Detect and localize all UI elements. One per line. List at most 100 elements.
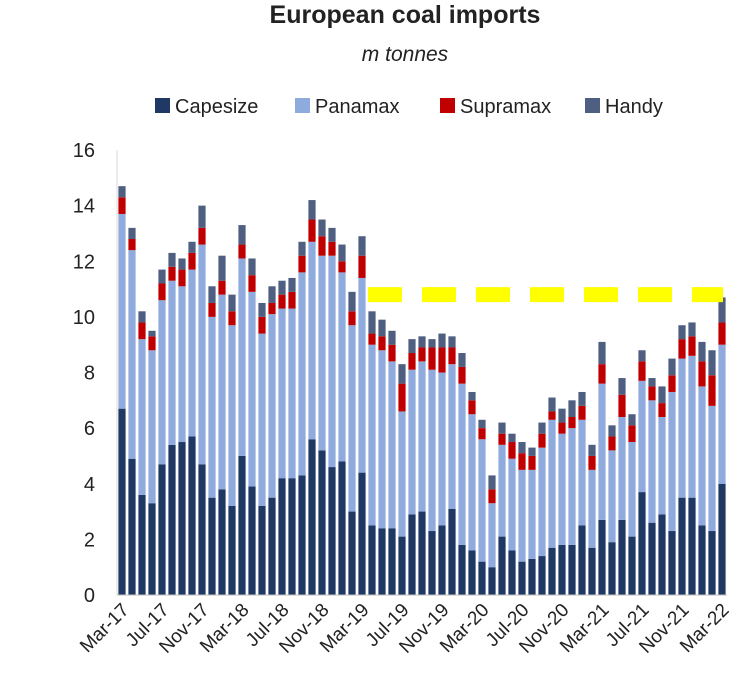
bar-stack-Dec-18: [328, 227, 336, 595]
bar-supramax: [688, 336, 696, 356]
bar-supramax: [278, 294, 286, 309]
bar-capesize: [528, 558, 536, 595]
bar-capesize: [628, 536, 636, 595]
bar-panamax: [128, 250, 136, 459]
bar-panamax: [178, 286, 186, 443]
bar-stack-Feb-19: [348, 291, 356, 595]
bar-handy: [498, 422, 506, 434]
bar-stack-Nov-19: [438, 333, 446, 595]
bar-capesize: [588, 547, 596, 595]
chart-title: European coal imports: [270, 1, 541, 29]
bar-supramax: [228, 311, 236, 326]
bar-stack-Mar-22: [718, 297, 726, 595]
bar-capesize: [178, 442, 186, 595]
bar-supramax: [398, 383, 406, 412]
bar-capesize: [208, 497, 216, 595]
y-tick-label: 6: [84, 418, 95, 440]
bar-supramax: [178, 269, 186, 287]
bar-capesize: [658, 514, 666, 595]
bar-panamax: [258, 333, 266, 506]
bar-handy: [398, 364, 406, 384]
bar-panamax: [198, 244, 206, 465]
bar-panamax: [498, 444, 506, 537]
bar-handy: [128, 227, 136, 239]
bar-supramax: [608, 436, 616, 451]
bar-supramax: [238, 244, 246, 259]
bar-panamax: [558, 433, 566, 545]
bar-capesize: [548, 547, 556, 595]
bar-stack-Apr-20: [488, 475, 496, 595]
bar-supramax: [478, 428, 486, 440]
bar-panamax: [698, 386, 706, 526]
bar-capesize: [258, 506, 266, 595]
bar-supramax: [658, 403, 666, 417]
bar-supramax: [428, 347, 436, 370]
legend: Capesize Panamax Supramax Handy: [155, 96, 663, 118]
bar-stack-Oct-18: [308, 200, 316, 595]
bar-handy: [618, 378, 626, 395]
bar-handy: [578, 391, 586, 406]
y-tick-label: 8: [84, 363, 95, 385]
bar-handy: [658, 386, 666, 404]
bar-stack-Jun-18: [268, 286, 276, 595]
bar-supramax: [298, 255, 306, 273]
bar-panamax: [358, 277, 366, 473]
bar-supramax: [378, 336, 386, 351]
legend-label-supramax: Supramax: [460, 96, 551, 118]
bar-stack-May-19: [378, 319, 386, 595]
bar-capesize: [288, 478, 296, 595]
bar-stack-Feb-22: [708, 350, 716, 595]
bar-supramax: [638, 361, 646, 381]
bar-stack-Apr-17: [128, 227, 136, 595]
bar-supramax: [508, 442, 516, 459]
bar-supramax: [588, 455, 596, 470]
bar-handy: [138, 311, 146, 323]
bar-handy: [368, 311, 376, 334]
bar-panamax: [278, 308, 286, 479]
bar-stack-Dec-19: [448, 336, 456, 595]
bar-supramax: [288, 291, 296, 309]
bar-panamax: [458, 383, 466, 545]
bar-capesize: [488, 567, 496, 595]
bar-supramax: [438, 347, 446, 373]
bar-capesize: [478, 561, 486, 596]
bar-panamax: [648, 400, 656, 523]
bar-panamax: [668, 391, 676, 532]
bar-capesize: [338, 461, 346, 595]
bar-handy: [298, 241, 306, 256]
bar-handy: [158, 269, 166, 284]
bar-handy: [518, 442, 526, 454]
bar-stack-Mar-19: [358, 236, 366, 596]
bar-stack-Jan-20: [458, 353, 466, 595]
bar-supramax: [668, 375, 676, 392]
bar-capesize: [648, 522, 656, 595]
legend-swatch-supramax: [440, 98, 455, 113]
bar-supramax: [358, 255, 366, 278]
bar-supramax: [368, 333, 376, 345]
bar-capesize: [518, 561, 526, 596]
bar-stack-Sep-21: [658, 386, 666, 595]
bar-panamax: [188, 269, 196, 437]
bar-capesize: [318, 450, 326, 596]
bar-panamax: [688, 355, 696, 498]
bar-handy: [568, 400, 576, 417]
bar-stack-Dec-21: [688, 322, 696, 595]
bar-panamax: [628, 442, 636, 537]
bar-capesize: [498, 536, 506, 595]
bar-supramax: [698, 361, 706, 387]
bar-capesize: [158, 464, 166, 595]
bar-stack-May-18: [258, 302, 266, 595]
bar-supramax: [218, 280, 226, 295]
bar-stack-Jan-22: [698, 341, 706, 595]
bar-handy: [698, 341, 706, 362]
bar-handy: [598, 341, 606, 365]
bar-handy: [228, 294, 236, 312]
bar-capesize: [668, 531, 676, 595]
bar-stack-Jan-21: [578, 391, 586, 595]
bar-panamax: [248, 291, 256, 487]
bar-handy: [168, 252, 176, 267]
bar-handy: [308, 200, 316, 220]
bar-handy: [358, 236, 366, 256]
bar-panamax: [118, 213, 126, 409]
